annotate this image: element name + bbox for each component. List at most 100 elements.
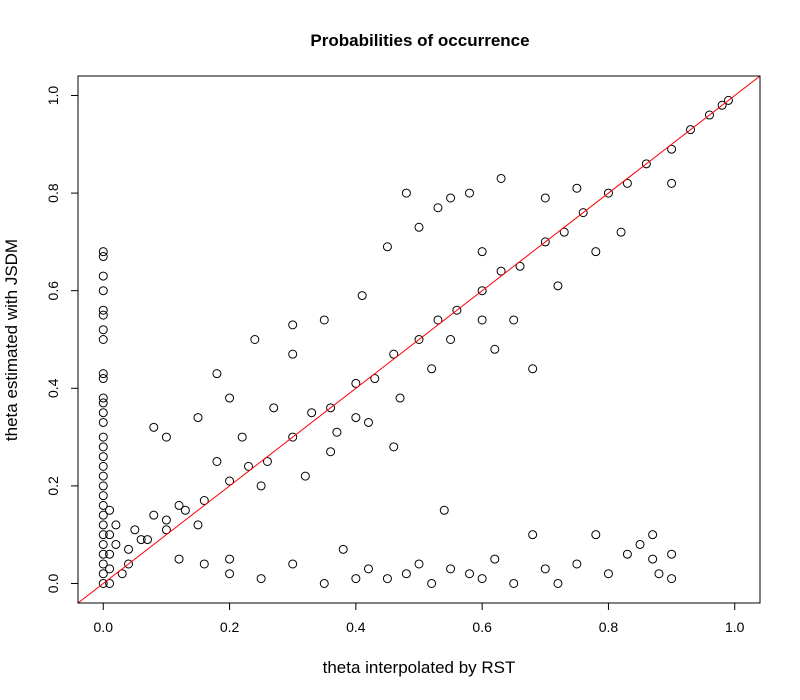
x-axis: 0.0 0.2 0.4 0.6 0.8 1.0: [94, 603, 745, 635]
data-point: [199, 559, 209, 569]
data-point: [193, 413, 203, 423]
data-point: [414, 222, 424, 232]
data-point: [105, 549, 115, 559]
data-point: [351, 574, 361, 584]
y-tick-label: 1.0: [45, 86, 61, 106]
data-point: [98, 471, 108, 481]
data-point: [414, 559, 424, 569]
data-point: [616, 227, 626, 237]
data-point: [648, 530, 658, 540]
data-point: [446, 193, 456, 203]
data-point: [603, 188, 613, 198]
data-point: [439, 505, 449, 515]
data-point: [326, 447, 336, 457]
data-point: [244, 461, 253, 471]
data-point: [667, 178, 677, 188]
data-point: [717, 100, 727, 110]
data-point: [174, 500, 184, 510]
data-point: [98, 271, 108, 281]
data-point: [149, 510, 159, 520]
data-point: [446, 335, 456, 344]
data-point: [98, 393, 108, 403]
data-point: [667, 574, 677, 584]
y-tick-label: 0.0: [45, 574, 61, 594]
data-point: [452, 305, 462, 315]
y-tick-label: 0.4: [45, 378, 61, 398]
data-point: [401, 188, 411, 198]
data-point: [98, 374, 108, 384]
data-point: [572, 183, 582, 193]
data-point: [433, 315, 443, 325]
data-point: [591, 530, 601, 540]
data-point: [161, 525, 171, 535]
data-point: [225, 554, 235, 564]
data-point: [199, 496, 209, 506]
data-point: [667, 549, 677, 559]
data-point: [98, 408, 108, 418]
data-point: [477, 574, 487, 584]
data-point: [572, 559, 582, 569]
data-point: [553, 578, 563, 588]
data-point: [509, 315, 519, 325]
data-point: [496, 173, 506, 183]
chart-title: Probabilities of occurrence: [310, 31, 529, 50]
data-point: [98, 442, 108, 452]
data-point: [98, 432, 108, 442]
data-point: [477, 315, 487, 325]
data-point: [389, 349, 399, 359]
data-point: [212, 456, 222, 466]
data-point: [98, 539, 108, 549]
data-point: [225, 476, 235, 486]
data-point: [515, 261, 525, 271]
data-point: [686, 125, 696, 135]
data-point: [477, 286, 487, 296]
data-point: [288, 320, 298, 330]
y-tick-label: 0.6: [45, 281, 61, 301]
x-tick-label: 1.0: [725, 619, 745, 635]
data-point: [307, 408, 317, 418]
data-point: [142, 535, 152, 545]
data-point: [98, 369, 108, 379]
x-tick-label: 0.0: [94, 619, 114, 635]
data-point: [98, 578, 108, 588]
y-tick-label: 0.2: [45, 476, 61, 496]
data-point: [477, 247, 487, 257]
data-point: [528, 530, 538, 540]
data-point: [382, 242, 392, 252]
data-point: [105, 530, 115, 540]
data-point: [332, 427, 342, 437]
data-point: [111, 539, 121, 549]
data-point: [98, 247, 108, 257]
data-point: [98, 417, 108, 427]
data-point: [193, 520, 203, 530]
data-point: [98, 252, 108, 262]
data-point: [591, 247, 601, 257]
data-point: [414, 335, 424, 344]
data-point: [465, 188, 475, 198]
data-point: [363, 564, 373, 574]
data-point: [540, 564, 550, 574]
data-point: [667, 144, 677, 154]
data-point: [496, 266, 506, 276]
data-point: [105, 578, 115, 588]
data-point: [603, 569, 613, 579]
x-tick-label: 0.2: [220, 619, 240, 635]
y-axis: 0.0 0.2 0.4 0.6 0.8 1.0: [45, 86, 78, 594]
data-point: [98, 510, 108, 520]
data-point: [174, 554, 184, 564]
data-point: [136, 535, 146, 545]
data-point: [161, 432, 171, 442]
data-point: [357, 291, 367, 301]
data-points: [98, 95, 733, 588]
data-point: [237, 432, 247, 442]
data-point: [98, 305, 108, 315]
data-point: [98, 549, 108, 559]
data-point: [98, 335, 108, 344]
data-point: [269, 403, 279, 413]
data-point: [161, 515, 171, 525]
data-point: [490, 554, 500, 564]
data-point: [98, 520, 108, 530]
data-point: [363, 417, 373, 427]
data-point: [117, 569, 127, 579]
